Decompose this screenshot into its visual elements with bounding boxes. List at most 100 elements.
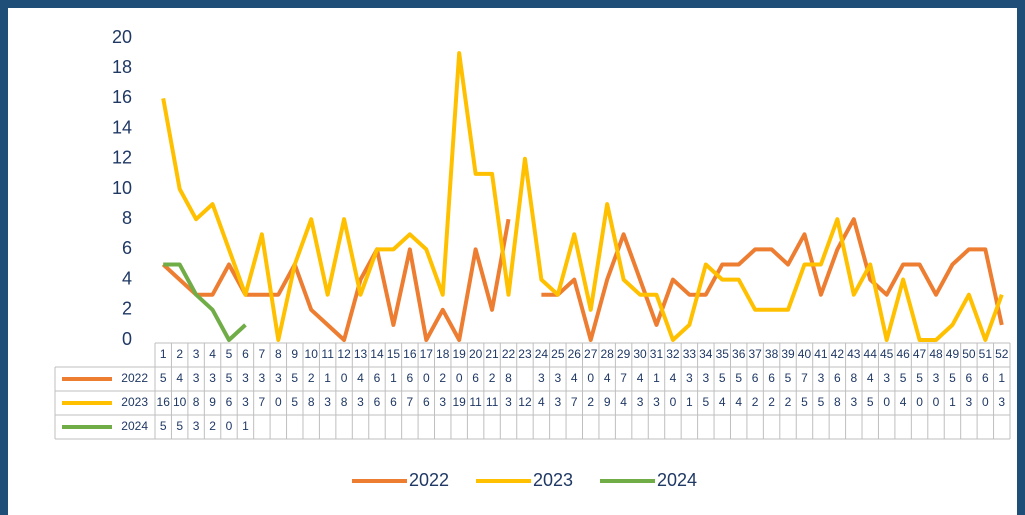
table-value: 0 — [275, 395, 282, 409]
x-tick-label: 6 — [242, 347, 249, 361]
table-value: 2 — [785, 395, 792, 409]
table-value: 6 — [768, 371, 775, 385]
table-value: 5 — [291, 371, 298, 385]
table-value: 0 — [226, 419, 233, 433]
x-tick-label: 5 — [226, 347, 233, 361]
y-tick-label: 12 — [112, 148, 132, 168]
table-value: 4 — [620, 395, 627, 409]
table-value: 5 — [801, 395, 808, 409]
table-value: 3 — [966, 395, 973, 409]
table-value: 5 — [916, 371, 923, 385]
table-value: 2 — [308, 371, 315, 385]
table-value: 4 — [867, 371, 874, 385]
line-series — [161, 51, 1004, 342]
table-value: 1 — [242, 419, 249, 433]
table-value: 16 — [157, 395, 171, 409]
table-row-label: 2023 — [121, 395, 148, 409]
table-value: 0 — [587, 371, 594, 385]
table-value: 0 — [456, 371, 463, 385]
table-value: 3 — [933, 371, 940, 385]
table-value: 3 — [653, 395, 660, 409]
y-tick-label: 14 — [112, 117, 132, 137]
table-value: 9 — [604, 395, 611, 409]
table-value: 11 — [486, 395, 499, 409]
x-tick-label: 23 — [518, 347, 532, 361]
x-tick-label: 42 — [831, 347, 845, 361]
x-tick-label: 40 — [798, 347, 812, 361]
table-value: 8 — [505, 371, 512, 385]
table-value: 5 — [702, 395, 709, 409]
table-value: 0 — [982, 395, 989, 409]
table-value: 6 — [472, 371, 479, 385]
table-value: 0 — [423, 371, 430, 385]
x-tick-label: 29 — [617, 347, 631, 361]
table-value: 7 — [801, 371, 808, 385]
table-value: 4 — [735, 395, 742, 409]
table-value: 8 — [834, 395, 841, 409]
table-value: 3 — [259, 371, 266, 385]
x-tick-label: 26 — [568, 347, 582, 361]
table-value: 5 — [818, 395, 825, 409]
x-tick-label: 8 — [275, 347, 282, 361]
x-tick-label: 30 — [633, 347, 647, 361]
table-value: 2 — [209, 419, 216, 433]
y-tick-label: 10 — [112, 178, 132, 198]
table-value: 3 — [193, 419, 200, 433]
table-value: 5 — [160, 371, 167, 385]
x-tick-label: 4 — [209, 347, 216, 361]
table-value: 3 — [554, 395, 561, 409]
table-value: 5 — [176, 419, 183, 433]
legend-label: 2024 — [657, 470, 697, 490]
table-value: 0 — [916, 395, 923, 409]
table-value: 1 — [390, 371, 397, 385]
table-value: 8 — [308, 395, 315, 409]
x-tick-label: 10 — [305, 347, 319, 361]
table-value: 9 — [209, 395, 216, 409]
table-value: 1 — [998, 371, 1005, 385]
x-tick-label: 20 — [469, 347, 483, 361]
table-value: 5 — [785, 371, 792, 385]
table-row-label: 2022 — [121, 371, 148, 385]
table-value: 5 — [867, 395, 874, 409]
x-tick-label: 19 — [453, 347, 467, 361]
table-value: 3 — [505, 395, 512, 409]
table-value: 4 — [538, 395, 545, 409]
y-tick-label: 8 — [122, 208, 132, 228]
x-tick-label: 11 — [321, 347, 334, 361]
table-value: 10 — [173, 395, 187, 409]
table-value: 0 — [341, 371, 348, 385]
table-value: 1 — [324, 371, 331, 385]
table-value: 5 — [735, 371, 742, 385]
x-tick-label: 24 — [535, 347, 549, 361]
table-value: 4 — [637, 371, 644, 385]
x-tick-label: 7 — [259, 347, 266, 361]
table-value: 4 — [357, 371, 364, 385]
table-value: 12 — [518, 395, 532, 409]
table-value: 7 — [571, 395, 578, 409]
table-value: 6 — [423, 395, 430, 409]
table-value: 5 — [949, 371, 956, 385]
table-value: 8 — [193, 395, 200, 409]
x-tick-label: 13 — [354, 347, 368, 361]
x-tick-label: 28 — [600, 347, 614, 361]
table-value: 3 — [538, 371, 545, 385]
y-tick-label: 16 — [112, 87, 132, 107]
line-series — [163, 262, 247, 342]
x-tick-label: 41 — [814, 347, 828, 361]
x-tick-label: 3 — [193, 347, 200, 361]
table-value: 3 — [818, 371, 825, 385]
x-tick-label: 2 — [176, 347, 183, 361]
table-value: 6 — [226, 395, 233, 409]
table-value: 3 — [883, 371, 890, 385]
table-value: 2 — [768, 395, 775, 409]
table-value: 5 — [226, 371, 233, 385]
table-value: 3 — [357, 395, 364, 409]
table-value: 0 — [933, 395, 940, 409]
legend-label: 2023 — [533, 470, 573, 490]
x-tick-label: 27 — [584, 347, 598, 361]
legend-label: 2022 — [409, 470, 449, 490]
table-value: 8 — [341, 395, 348, 409]
x-tick-label: 48 — [929, 347, 943, 361]
table-value: 3 — [637, 395, 644, 409]
table-row-label: 2024 — [121, 419, 148, 433]
